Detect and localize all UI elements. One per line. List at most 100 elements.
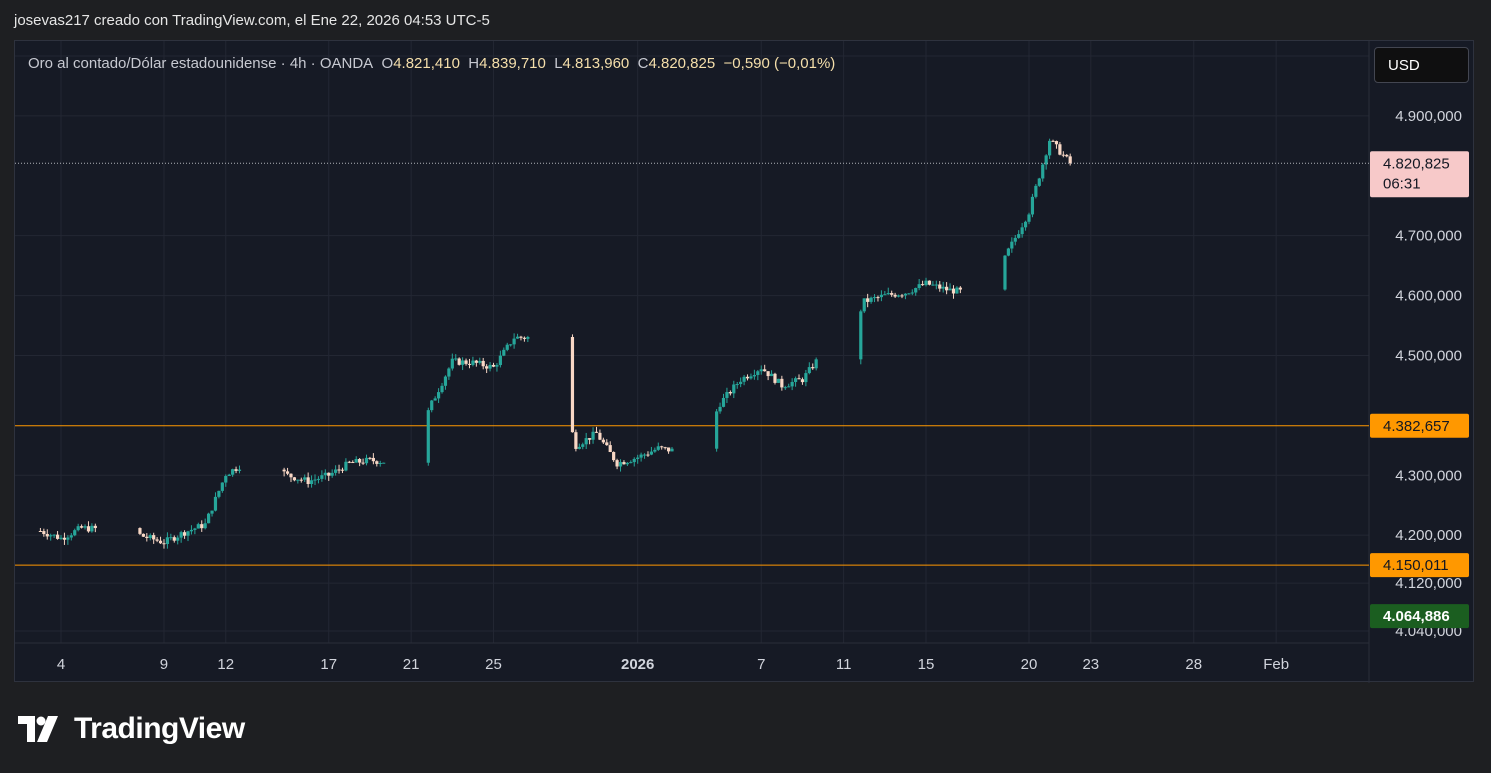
candle-body [931, 284, 935, 286]
candle-body [378, 462, 382, 464]
candle-body [1061, 154, 1065, 156]
candle-body [172, 537, 176, 541]
candle-body [793, 378, 798, 382]
x-tick-label: 20 [1021, 656, 1038, 673]
candlestick-chart[interactable]: 5.000,0004.900,0004.700,0004.600,0004.50… [15, 41, 1475, 683]
candle-body [368, 457, 372, 459]
candle-body [622, 462, 626, 465]
candle-body [653, 449, 657, 452]
candle-body [285, 471, 290, 474]
candle-body [584, 438, 588, 445]
candle-body [591, 431, 595, 440]
candle-body [207, 513, 211, 524]
candle-body [739, 381, 743, 385]
x-tick-label: 7 [757, 656, 765, 673]
chart-frame[interactable]: 5.000,0004.900,0004.700,0004.600,0004.50… [14, 40, 1475, 683]
candle-body [165, 537, 170, 545]
candle-body [289, 473, 293, 478]
candle-body [145, 536, 149, 539]
high-label: H [468, 55, 480, 72]
candle-body [732, 384, 736, 394]
candle-body [461, 360, 465, 365]
candle-body [1020, 227, 1024, 235]
candle-body [914, 288, 918, 293]
candle-body [742, 376, 746, 382]
candle-body [890, 293, 894, 295]
candle-body [1003, 255, 1007, 290]
y-tick-label: 4.600,000 [1395, 288, 1462, 305]
candle-body [169, 537, 173, 539]
candle-body [330, 472, 334, 476]
candle-body [347, 461, 351, 463]
y-tick-label: 4.900,000 [1395, 108, 1462, 125]
candle-body [636, 457, 640, 459]
candle-body [220, 482, 224, 491]
candle-body [618, 462, 623, 467]
candle-body [745, 376, 750, 379]
candle-body [1034, 185, 1038, 197]
candle-body [155, 539, 159, 541]
candle-body [896, 295, 901, 297]
candle-body [612, 452, 616, 461]
candle-body [148, 535, 152, 539]
candle-body [59, 537, 63, 539]
chart-credit: josevas217 creado con TradingView.com, e… [14, 12, 490, 29]
candle-body [883, 294, 887, 296]
candle-body [804, 373, 808, 383]
y-tick-label: 4.700,000 [1395, 228, 1462, 245]
candle-body [1030, 196, 1035, 215]
candle-body [327, 472, 331, 476]
y-tick-label: 4.200,000 [1395, 527, 1462, 544]
candle-body [800, 379, 805, 383]
candle-body [886, 293, 890, 295]
candle-body [358, 458, 362, 463]
candle-body [306, 477, 310, 484]
candle-body [62, 537, 67, 540]
candle-body [303, 477, 307, 480]
candle-body [375, 461, 379, 464]
candle-body [474, 360, 478, 363]
candle-body [625, 462, 629, 465]
candle-body [728, 392, 732, 394]
candle-body [464, 360, 468, 364]
candle-body [351, 462, 355, 464]
candle-body [42, 531, 46, 535]
candle-body [715, 411, 719, 449]
candle-body [515, 336, 520, 339]
candle-body [649, 451, 654, 455]
candle-body [505, 344, 509, 350]
candle-body [581, 444, 585, 447]
candle-body [780, 378, 784, 388]
candle-body [872, 297, 877, 299]
symbol-name[interactable]: Oro al contado/Dólar estadounidense · 4h… [28, 55, 374, 72]
candle-body [598, 432, 602, 440]
candle-body [721, 397, 726, 407]
candle-body [90, 525, 94, 532]
x-tick-label: Feb [1263, 656, 1289, 673]
candle-body [642, 454, 647, 456]
candle-body [138, 528, 142, 534]
candle-body [756, 371, 760, 376]
candle-body [879, 294, 883, 298]
currency-button[interactable]: USD [1374, 47, 1469, 83]
x-tick-label: 12 [217, 656, 234, 673]
candle-body [763, 369, 767, 372]
candle-body [224, 476, 228, 483]
candle-body [45, 534, 49, 537]
candle-body [213, 496, 218, 511]
y-tick-label: 4.120,000 [1395, 575, 1462, 592]
tradingview-logo[interactable]: TradingView [18, 712, 245, 746]
x-tick-label: 9 [160, 656, 168, 673]
candle-body [605, 442, 609, 446]
change-value: −0,590 (−0,01%) [723, 55, 836, 72]
candle-body [1044, 155, 1048, 165]
candle-body [234, 469, 238, 471]
candle-body [491, 364, 496, 367]
candle-body [927, 280, 932, 285]
candle-body [440, 385, 444, 393]
candle-body [660, 446, 664, 448]
open-value: 4.821,410 [393, 55, 460, 72]
support-line-label: 4.382,657 [1383, 418, 1450, 435]
candle-body [227, 474, 231, 477]
candle-body [430, 400, 434, 411]
